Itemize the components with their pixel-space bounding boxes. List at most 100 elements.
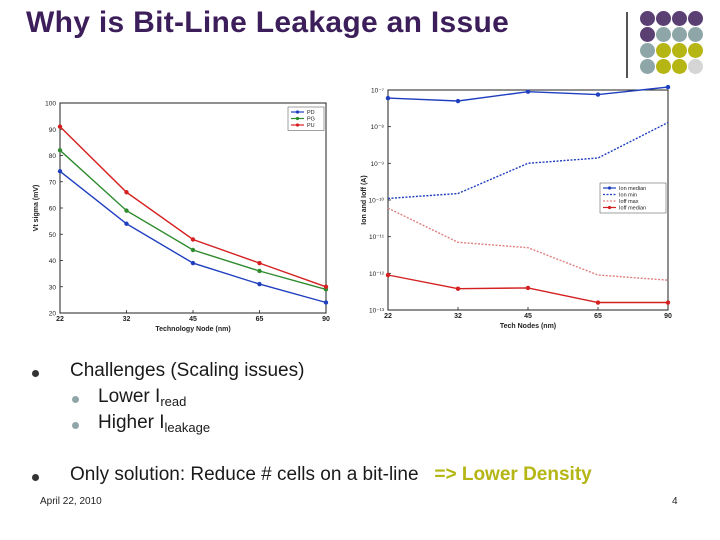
legend-entry: PD: [307, 110, 315, 116]
bullet-only-solution: Only solution: Reduce # cells on a bit-l…: [70, 464, 592, 486]
y-tick-label: 30: [49, 284, 57, 291]
x-tick-label: 90: [664, 313, 672, 320]
decorative-dot: [672, 11, 687, 26]
decorative-dot: [688, 43, 703, 58]
higher-i-text: Higher I: [98, 412, 165, 433]
data-point: [595, 300, 601, 305]
decorative-dot: [640, 59, 655, 74]
data-point: [257, 260, 262, 266]
decorative-dot: [672, 59, 687, 74]
legend-entry: Ion min: [619, 193, 637, 199]
data-point: [190, 260, 196, 266]
legend-entry: PU: [307, 123, 315, 129]
legend-entry: Ioff median: [619, 206, 646, 212]
legend-entry: Ioff max: [619, 199, 639, 205]
data-point: [665, 84, 671, 90]
legend-marker: [295, 116, 300, 121]
data-point: [190, 237, 196, 242]
decorative-dot: [640, 11, 655, 26]
x-tick-label: 90: [322, 316, 330, 323]
decorative-dot: [640, 43, 655, 58]
only-solution-text: Only solution: Reduce # cells on a bit-l…: [70, 464, 419, 485]
series-line-ion-min: [387, 121, 669, 200]
data-point: [124, 221, 129, 226]
data-point: [665, 300, 671, 305]
x-axis-label: Tech Nodes (nm): [500, 323, 556, 330]
data-point: [57, 124, 63, 129]
data-point: [595, 92, 601, 97]
data-point: [385, 95, 391, 101]
footer-date: April 22, 2010: [40, 496, 102, 507]
page-number: 4: [672, 496, 678, 507]
y-tick-label: 10⁻¹¹: [369, 234, 385, 241]
lower-density-text: => Lower Density: [434, 464, 592, 485]
y-tick-label: 70: [49, 179, 57, 186]
sub-bullet-higher-ileakage: Higher Ileakage: [98, 412, 210, 435]
x-tick-label: 22: [384, 313, 392, 320]
sub-bullet-lower-iread: Lower Iread: [98, 386, 186, 409]
lower-i-text: Lower I: [98, 386, 161, 407]
x-tick-label: 65: [594, 313, 602, 320]
legend-marker: [607, 186, 612, 190]
data-point: [323, 284, 329, 289]
data-point: [257, 281, 262, 287]
data-point: [525, 285, 531, 291]
data-point: [323, 300, 329, 305]
data-point: [190, 247, 196, 253]
y-tick-label: 100: [45, 101, 56, 108]
x-tick-label: 32: [454, 313, 462, 320]
x-tick-label: 32: [123, 316, 131, 323]
data-point: [124, 208, 129, 213]
bullet-challenges: Challenges (Scaling issues): [70, 360, 305, 381]
data-point: [455, 286, 461, 291]
y-tick-label: 10⁻¹³: [369, 308, 385, 315]
data-point: [57, 169, 63, 174]
decorative-dot: [656, 59, 671, 74]
decorative-dot: [688, 27, 703, 42]
leakage-subscript: leakage: [164, 420, 211, 435]
bullet-dot: [32, 370, 39, 377]
sub-bullet-dot: [72, 396, 79, 403]
y-tick-label: 10⁻¹⁰: [369, 197, 385, 205]
decorative-dot: [656, 27, 671, 42]
series-line-ioff-max: [387, 207, 669, 281]
y-axis-label: Ion and Ioff (A): [361, 175, 368, 224]
y-tick-label: 60: [49, 206, 57, 213]
x-axis-label: Technology Node (nm): [155, 326, 230, 333]
legend-marker: [295, 110, 300, 114]
y-tick-label: 10⁻⁹: [371, 161, 385, 168]
data-point: [385, 272, 391, 278]
y-tick-label: 10⁻⁷: [371, 88, 385, 95]
decorative-dot: [672, 27, 687, 42]
data-point: [124, 190, 129, 195]
legend-entry: Ion median: [619, 186, 646, 192]
data-point: [57, 148, 63, 153]
x-tick-label: 22: [56, 316, 64, 323]
x-tick-label: 45: [189, 316, 197, 323]
legend-marker: [295, 123, 300, 127]
title-divider: [626, 12, 628, 78]
legend-marker: [607, 205, 612, 210]
y-tick-label: 10⁻¹²: [369, 271, 385, 278]
decorative-dot: [656, 43, 671, 58]
y-tick-label: 40: [49, 258, 57, 265]
y-tick-label: 90: [49, 127, 57, 134]
x-tick-label: 45: [524, 313, 532, 320]
decorative-dot: [672, 43, 687, 58]
y-tick-label: 10⁻⁸: [371, 124, 385, 131]
y-tick-label: 80: [49, 153, 57, 160]
data-point: [525, 89, 531, 94]
decorative-dot: [688, 59, 703, 74]
y-tick-label: 20: [49, 311, 57, 318]
decorative-dot: [640, 27, 655, 42]
data-point: [257, 268, 262, 274]
data-point: [455, 98, 461, 104]
sub-bullet-dot: [72, 422, 79, 429]
read-subscript: read: [160, 394, 187, 409]
y-axis-label: Vt sigma (mV): [33, 185, 40, 232]
decorative-dot: [688, 11, 703, 26]
slide-title: Why is Bit-Line Leakage an Issue: [26, 6, 510, 39]
legend-entry: PG: [307, 117, 315, 123]
